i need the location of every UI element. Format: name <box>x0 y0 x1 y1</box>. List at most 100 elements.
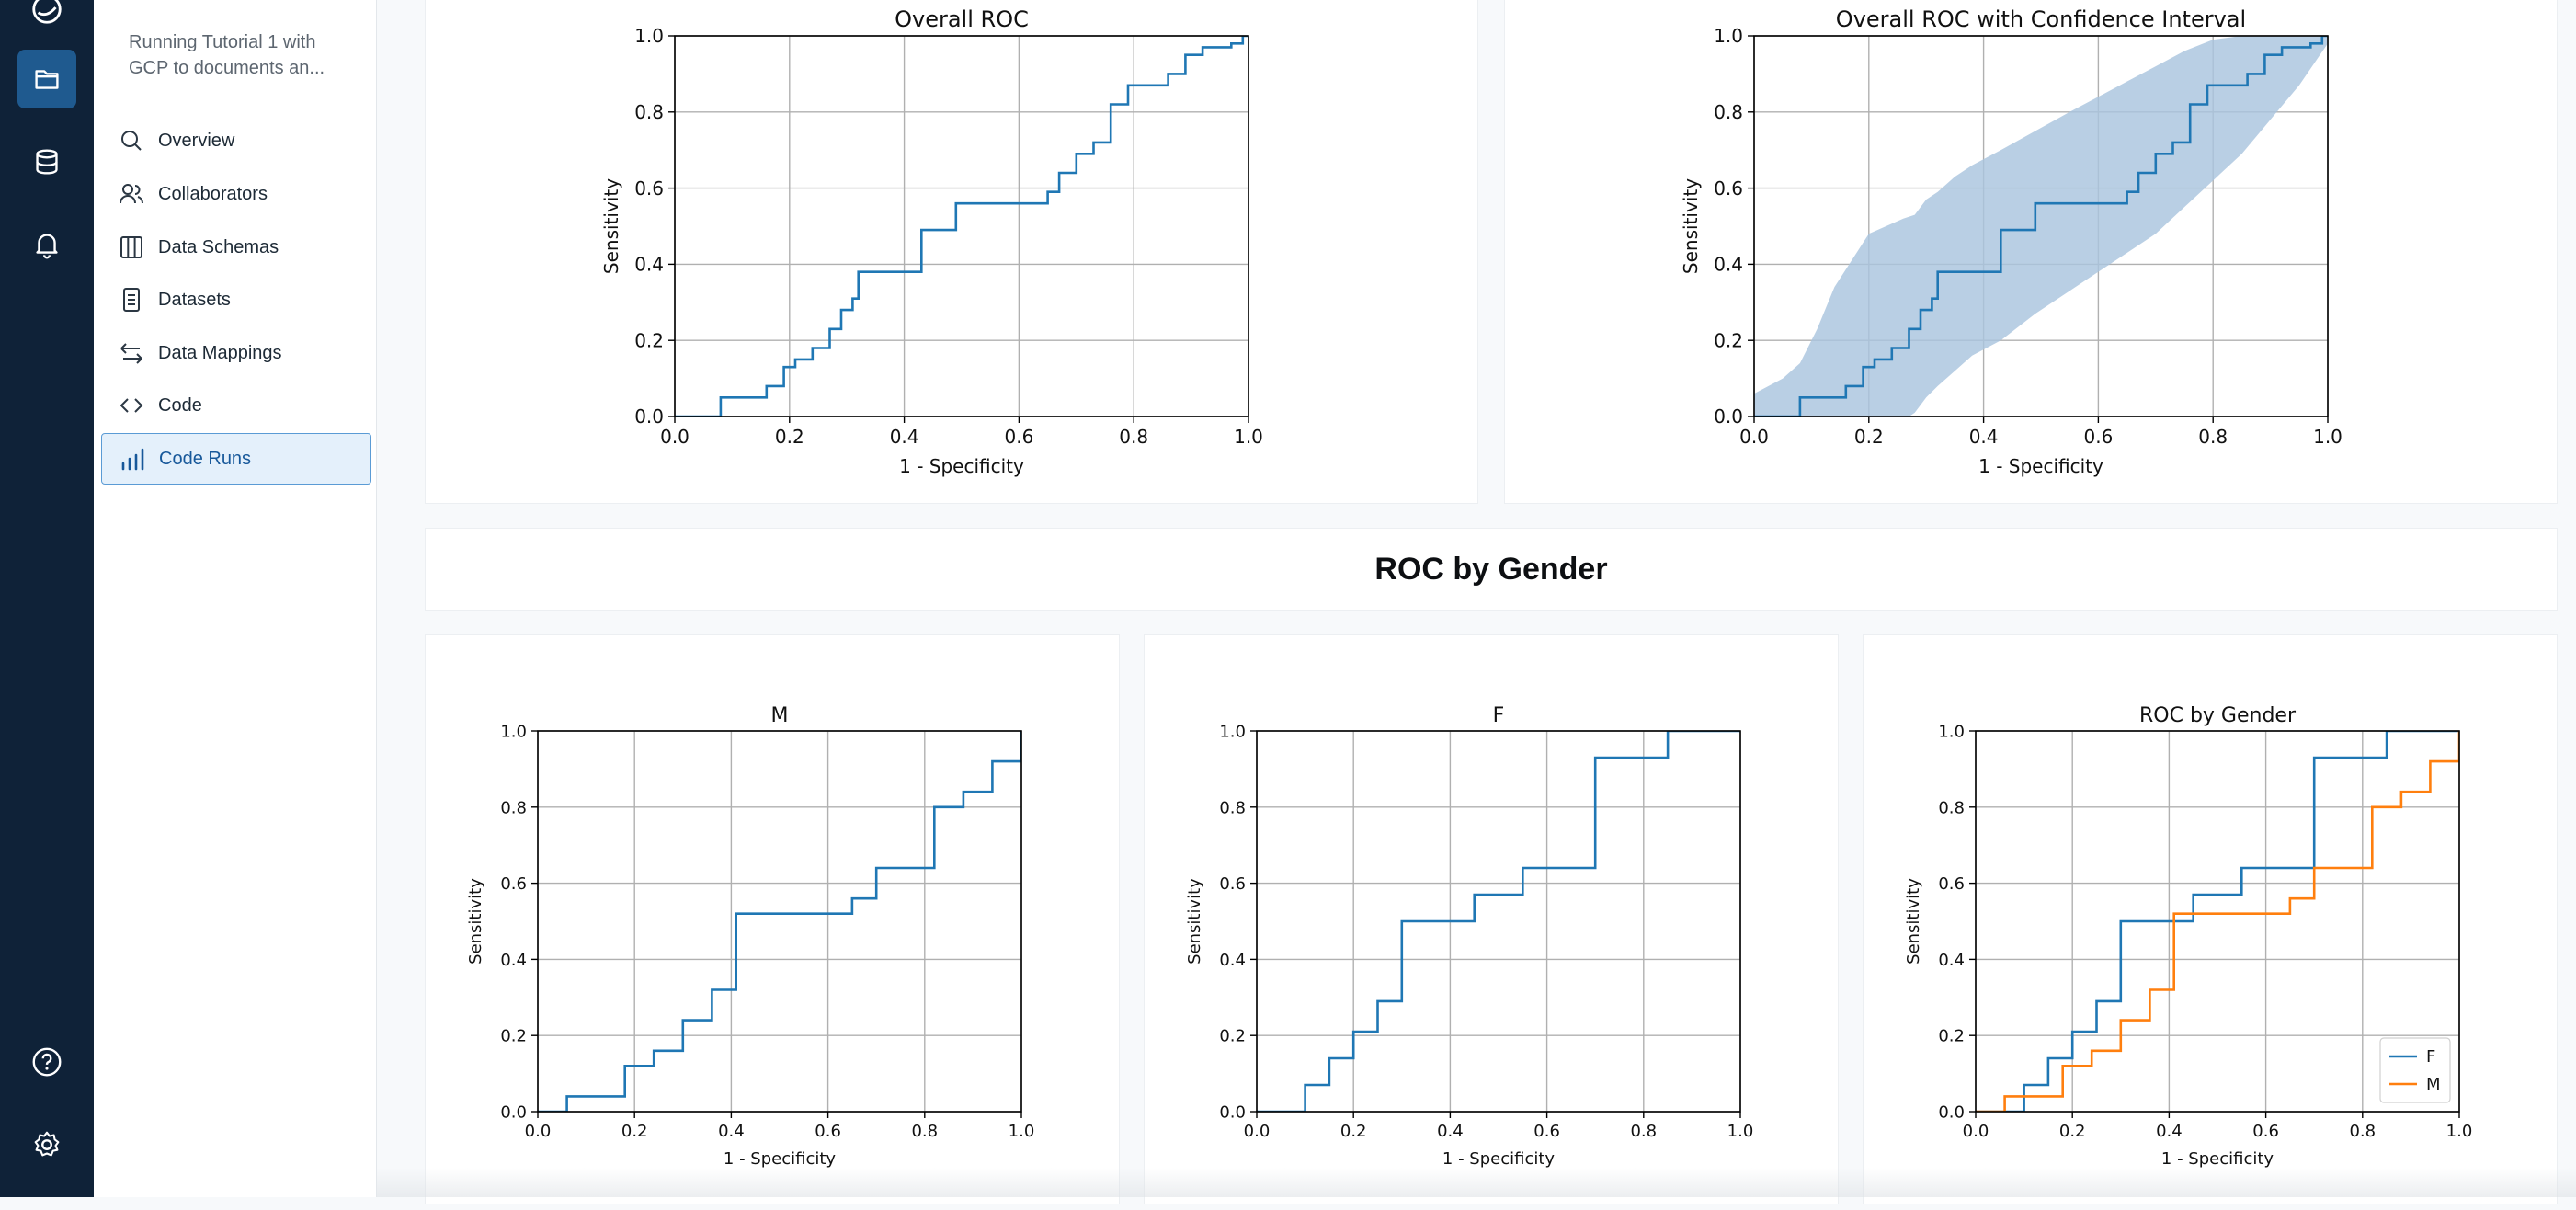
document-icon <box>123 288 140 312</box>
y-tick-label: 0.2 <box>1219 1027 1246 1046</box>
bar-chart-icon <box>121 448 144 471</box>
x-tick-label: 0.0 <box>1244 1122 1271 1141</box>
chart-title: F <box>1493 704 1505 727</box>
x-axis-label: 1 - Specificity <box>724 1149 837 1169</box>
sidebar-item-collaborators[interactable]: Collaborators <box>101 168 371 220</box>
y-tick-label: 0.0 <box>634 405 664 428</box>
x-tick-label: 0.6 <box>1004 426 1033 448</box>
y-tick-label: 0.6 <box>1219 874 1246 894</box>
y-tick-label: 0.4 <box>500 951 527 970</box>
y-tick-label: 0.0 <box>1219 1102 1246 1122</box>
roc-m-chart: 0.0 0.2 0.4 0.6 0.8 1.0 0.0 0.2 0.4 0.6 0.8 1.0 M 1 -… <box>466 704 1035 1169</box>
y-tick-label: 0.2 <box>634 329 664 351</box>
x-tick-label: 0.4 <box>1969 426 1999 448</box>
y-tick-label: 0.6 <box>1714 177 1743 200</box>
overall-roc-ci-card: 0.0 0.2 0.4 0.6 0.8 1.0 0.0 0.2 0.4 0.6 0.8 1.0 Over… <box>1504 0 2558 504</box>
y-axis-label: Sensitivity <box>1185 878 1204 965</box>
y-tick-label: 0.2 <box>1938 1027 1965 1046</box>
x-tick-label: 0.6 <box>2083 426 2113 448</box>
x-tick-label: 0.2 <box>621 1122 648 1141</box>
sidebar-item-datasets[interactable]: Datasets <box>101 274 371 325</box>
x-tick-label: 1.0 <box>1727 1122 1754 1141</box>
y-tick-label: 0.8 <box>1219 798 1246 817</box>
y-tick-label: 1.0 <box>500 722 527 741</box>
overall-roc-ci-chart: 0.0 0.2 0.4 0.6 0.8 1.0 0.0 0.2 0.4 0.6 0.8 1.0 Over… <box>1680 6 2342 477</box>
y-tick-label: 0.0 <box>500 1102 527 1122</box>
logo-icon[interactable] <box>17 0 76 39</box>
roc-f-card: 0.0 0.2 0.4 0.6 0.8 1.0 0.0 0.2 0.4 0.6 0.8 1.0 F 1 -… <box>1144 634 1839 1204</box>
help-icon[interactable] <box>17 1033 76 1091</box>
y-tick-label: 0.6 <box>500 874 527 894</box>
y-tick-label: 0.8 <box>1938 798 1965 817</box>
sidebar-item-label: Datasets <box>158 289 231 310</box>
sidebar-item-code-runs[interactable]: Code Runs <box>101 433 371 485</box>
x-tick-label: 0.4 <box>890 426 919 448</box>
x-tick-label: 0.8 <box>1119 426 1148 448</box>
section-header-card: ROC by Gender <box>425 528 2558 611</box>
y-tick-label: 0.6 <box>634 177 664 200</box>
x-tick-label: 0.0 <box>1739 426 1769 448</box>
y-tick-label: 1.0 <box>634 25 664 47</box>
x-tick-label: 0.4 <box>2156 1122 2183 1141</box>
roc-series-line <box>1257 731 1740 1112</box>
y-axis-label: Sensitivity <box>1680 178 1702 274</box>
users-icon <box>120 184 143 204</box>
overall-roc-card: 0.0 0.2 0.4 0.6 0.8 1.0 0.0 0.2 0.4 0.6 0.8 1.0 Over… <box>425 0 1478 504</box>
chart-title: Overall ROC with Confidence Interval <box>1836 6 2246 32</box>
roc-series-line <box>538 731 1021 1112</box>
sidebar-item-overview[interactable]: Overview <box>101 115 371 166</box>
database-icon[interactable] <box>17 132 76 191</box>
y-tick-label: 0.4 <box>1714 254 1743 276</box>
x-tick-label: 0.4 <box>1437 1122 1464 1141</box>
section-title: ROC by Gender <box>1374 552 1608 587</box>
legend-label-f: F <box>2426 1047 2435 1067</box>
y-tick-label: 0.8 <box>500 798 527 817</box>
y-tick-label: 0.0 <box>1714 405 1743 428</box>
sidebar-item-label: Overview <box>158 130 235 151</box>
y-tick-label: 0.2 <box>1714 329 1743 351</box>
x-tick-label: 0.6 <box>815 1122 841 1141</box>
x-tick-label: 1.0 <box>2446 1122 2473 1141</box>
y-tick-label: 1.0 <box>1219 722 1246 741</box>
y-tick-label: 0.8 <box>634 101 664 123</box>
y-tick-label: 0.0 <box>1938 1102 1965 1122</box>
x-tick-label: 0.2 <box>1340 1122 1367 1141</box>
sidebar-item-code[interactable]: Code <box>101 380 371 431</box>
x-tick-label: 0.8 <box>1630 1122 1657 1141</box>
bottom-shadow <box>377 1168 2576 1197</box>
settings-icon[interactable] <box>17 1115 76 1174</box>
roc-series-line <box>675 36 1248 417</box>
y-axis-label: Sensitivity <box>600 178 622 274</box>
x-tick-label: 0.6 <box>1533 1122 1560 1141</box>
sidebar-item-label: Data Mappings <box>158 342 282 363</box>
folder-icon[interactable] <box>17 50 76 108</box>
code-icon <box>120 398 143 413</box>
arrows-swap-icon <box>120 343 142 364</box>
icon-rail <box>0 0 94 1197</box>
overall-roc-chart: 0.0 0.2 0.4 0.6 0.8 1.0 0.0 0.2 0.4 0.6 0.8 1.0 Over… <box>600 6 1263 477</box>
x-tick-label: 1.0 <box>1009 1122 1035 1141</box>
y-tick-label: 0.8 <box>1714 101 1743 123</box>
roc-by-gender-card: 0.0 0.2 0.4 0.6 0.8 1.0 0.0 0.2 0.4 0.6 0.8 1.0 ROC … <box>1863 634 2558 1204</box>
project-description: Running Tutorial 1 with GCP to documents… <box>129 32 325 78</box>
roc-m-card: 0.0 0.2 0.4 0.6 0.8 1.0 0.0 0.2 0.4 0.6 0.8 1.0 M 1 -… <box>425 634 1120 1204</box>
plot-frame <box>1975 730 2460 1113</box>
project-sidebar: Running Tutorial 1 with GCP to documents… <box>94 0 377 1197</box>
x-axis-label: 1 - Specificity <box>1978 455 2103 477</box>
sidebar-item-data-schemas[interactable]: Data Schemas <box>101 222 371 273</box>
roc-series-line-f <box>1976 731 2459 1112</box>
plot-frame <box>674 35 1249 417</box>
search-icon <box>121 131 142 151</box>
legend-label-m: M <box>2426 1075 2441 1094</box>
plot-frame <box>537 730 1022 1113</box>
roc-f-chart: 0.0 0.2 0.4 0.6 0.8 1.0 0.0 0.2 0.4 0.6 0.8 1.0 F 1 -… <box>1185 704 1754 1169</box>
x-tick-label: 1.0 <box>1234 426 1263 448</box>
sidebar-item-data-mappings[interactable]: Data Mappings <box>101 327 371 379</box>
x-axis-label: 1 - Specificity <box>2161 1149 2274 1169</box>
plot-frame <box>1753 35 2329 417</box>
y-tick-label: 0.4 <box>634 254 664 276</box>
x-tick-label: 0.2 <box>2059 1122 2086 1141</box>
x-tick-label: 0.8 <box>2198 426 2228 448</box>
x-tick-label: 0.0 <box>525 1122 552 1141</box>
bell-icon[interactable] <box>17 215 76 274</box>
